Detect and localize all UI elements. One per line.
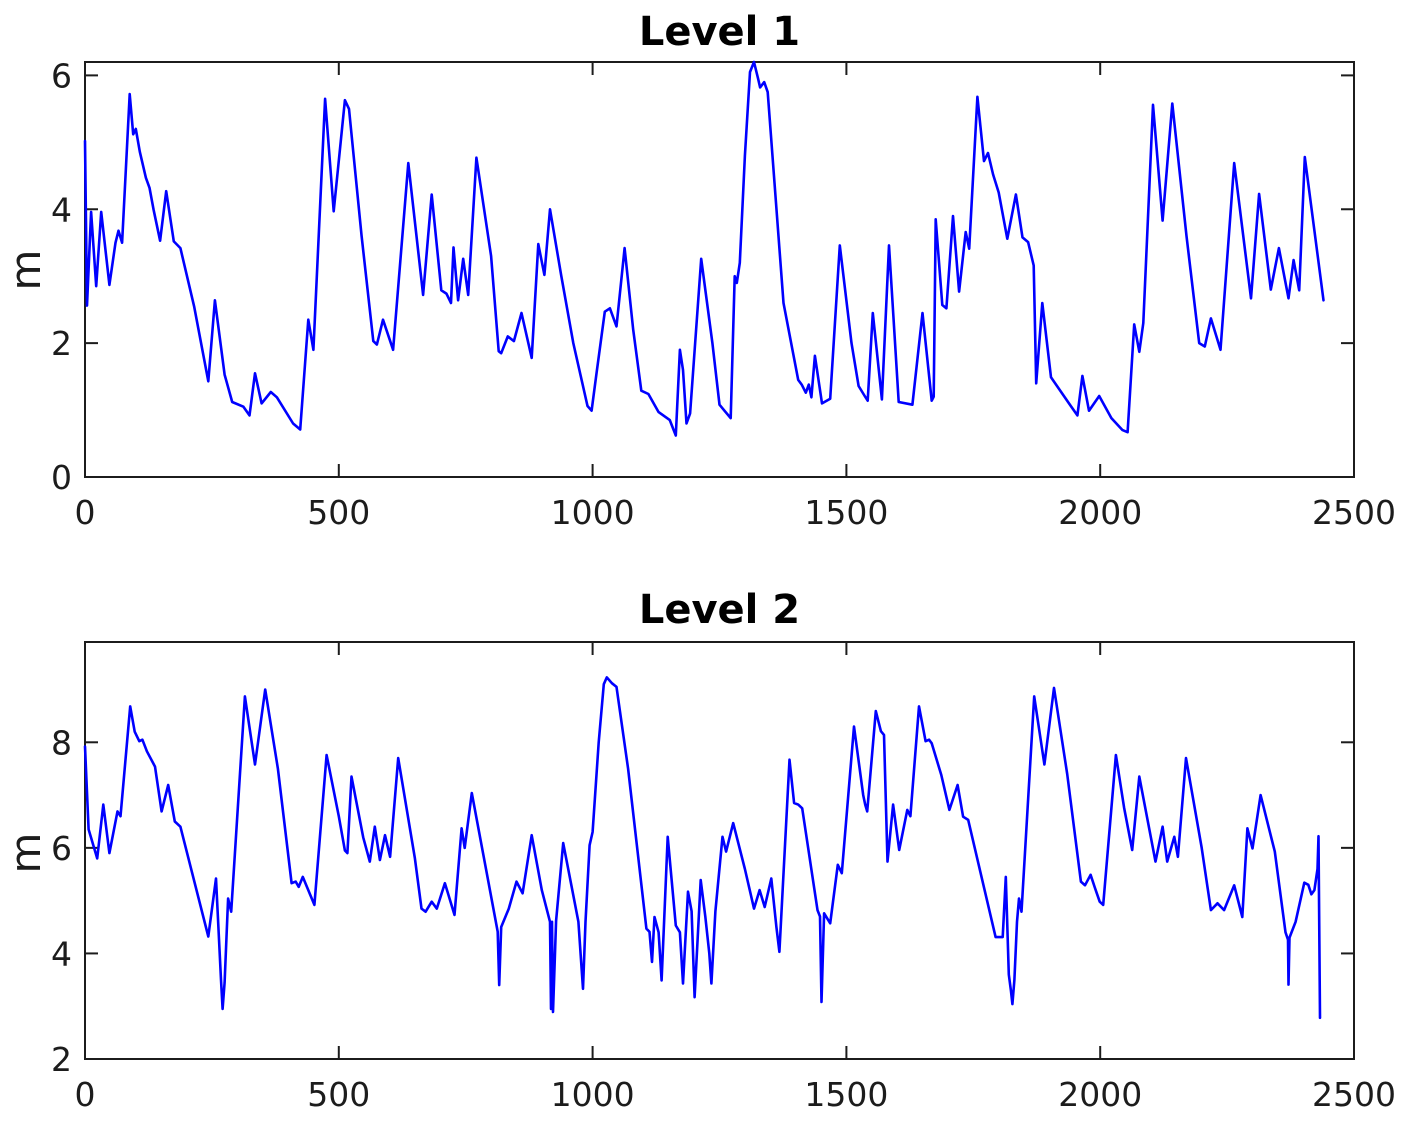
axis-box-1 <box>84 61 1355 478</box>
x-tick-label: 0 <box>75 1075 96 1114</box>
x-tick-label: 2000 <box>1058 1075 1142 1114</box>
y-tick-label: 4 <box>51 190 72 229</box>
y-tick-label: 2 <box>51 324 72 363</box>
axis-box-2 <box>84 641 1355 1060</box>
y-tick-label: 4 <box>51 934 72 973</box>
x-tick-label: 1500 <box>804 493 888 532</box>
x-tick-label: 2500 <box>1312 493 1396 532</box>
chart-title-level-1: Level 1 <box>638 9 801 55</box>
x-tick-label: 1500 <box>804 1075 888 1114</box>
x-tick-label: 1000 <box>551 493 635 532</box>
x-tick-label: 2500 <box>1312 1075 1396 1114</box>
x-tick-label: 2000 <box>1058 493 1142 532</box>
series-line-1 <box>83 60 1325 437</box>
y-tick-label: 0 <box>51 458 72 497</box>
x-tick-label: 0 <box>75 493 96 532</box>
y-tick-label: 6 <box>51 829 72 868</box>
y-tick-label: 8 <box>51 723 72 762</box>
y-axis-label-level-2: m <box>1 832 50 874</box>
x-tick-label: 500 <box>307 1075 370 1114</box>
y-axis-label-level-1: m <box>1 249 50 291</box>
series-line-2 <box>83 676 1322 1020</box>
y-tick-label: 2 <box>51 1040 72 1079</box>
chart-title-level-2: Level 2 <box>638 587 801 633</box>
y-tick-label: 6 <box>51 56 72 95</box>
x-tick-label: 500 <box>307 493 370 532</box>
x-tick-label: 1000 <box>551 1075 635 1114</box>
